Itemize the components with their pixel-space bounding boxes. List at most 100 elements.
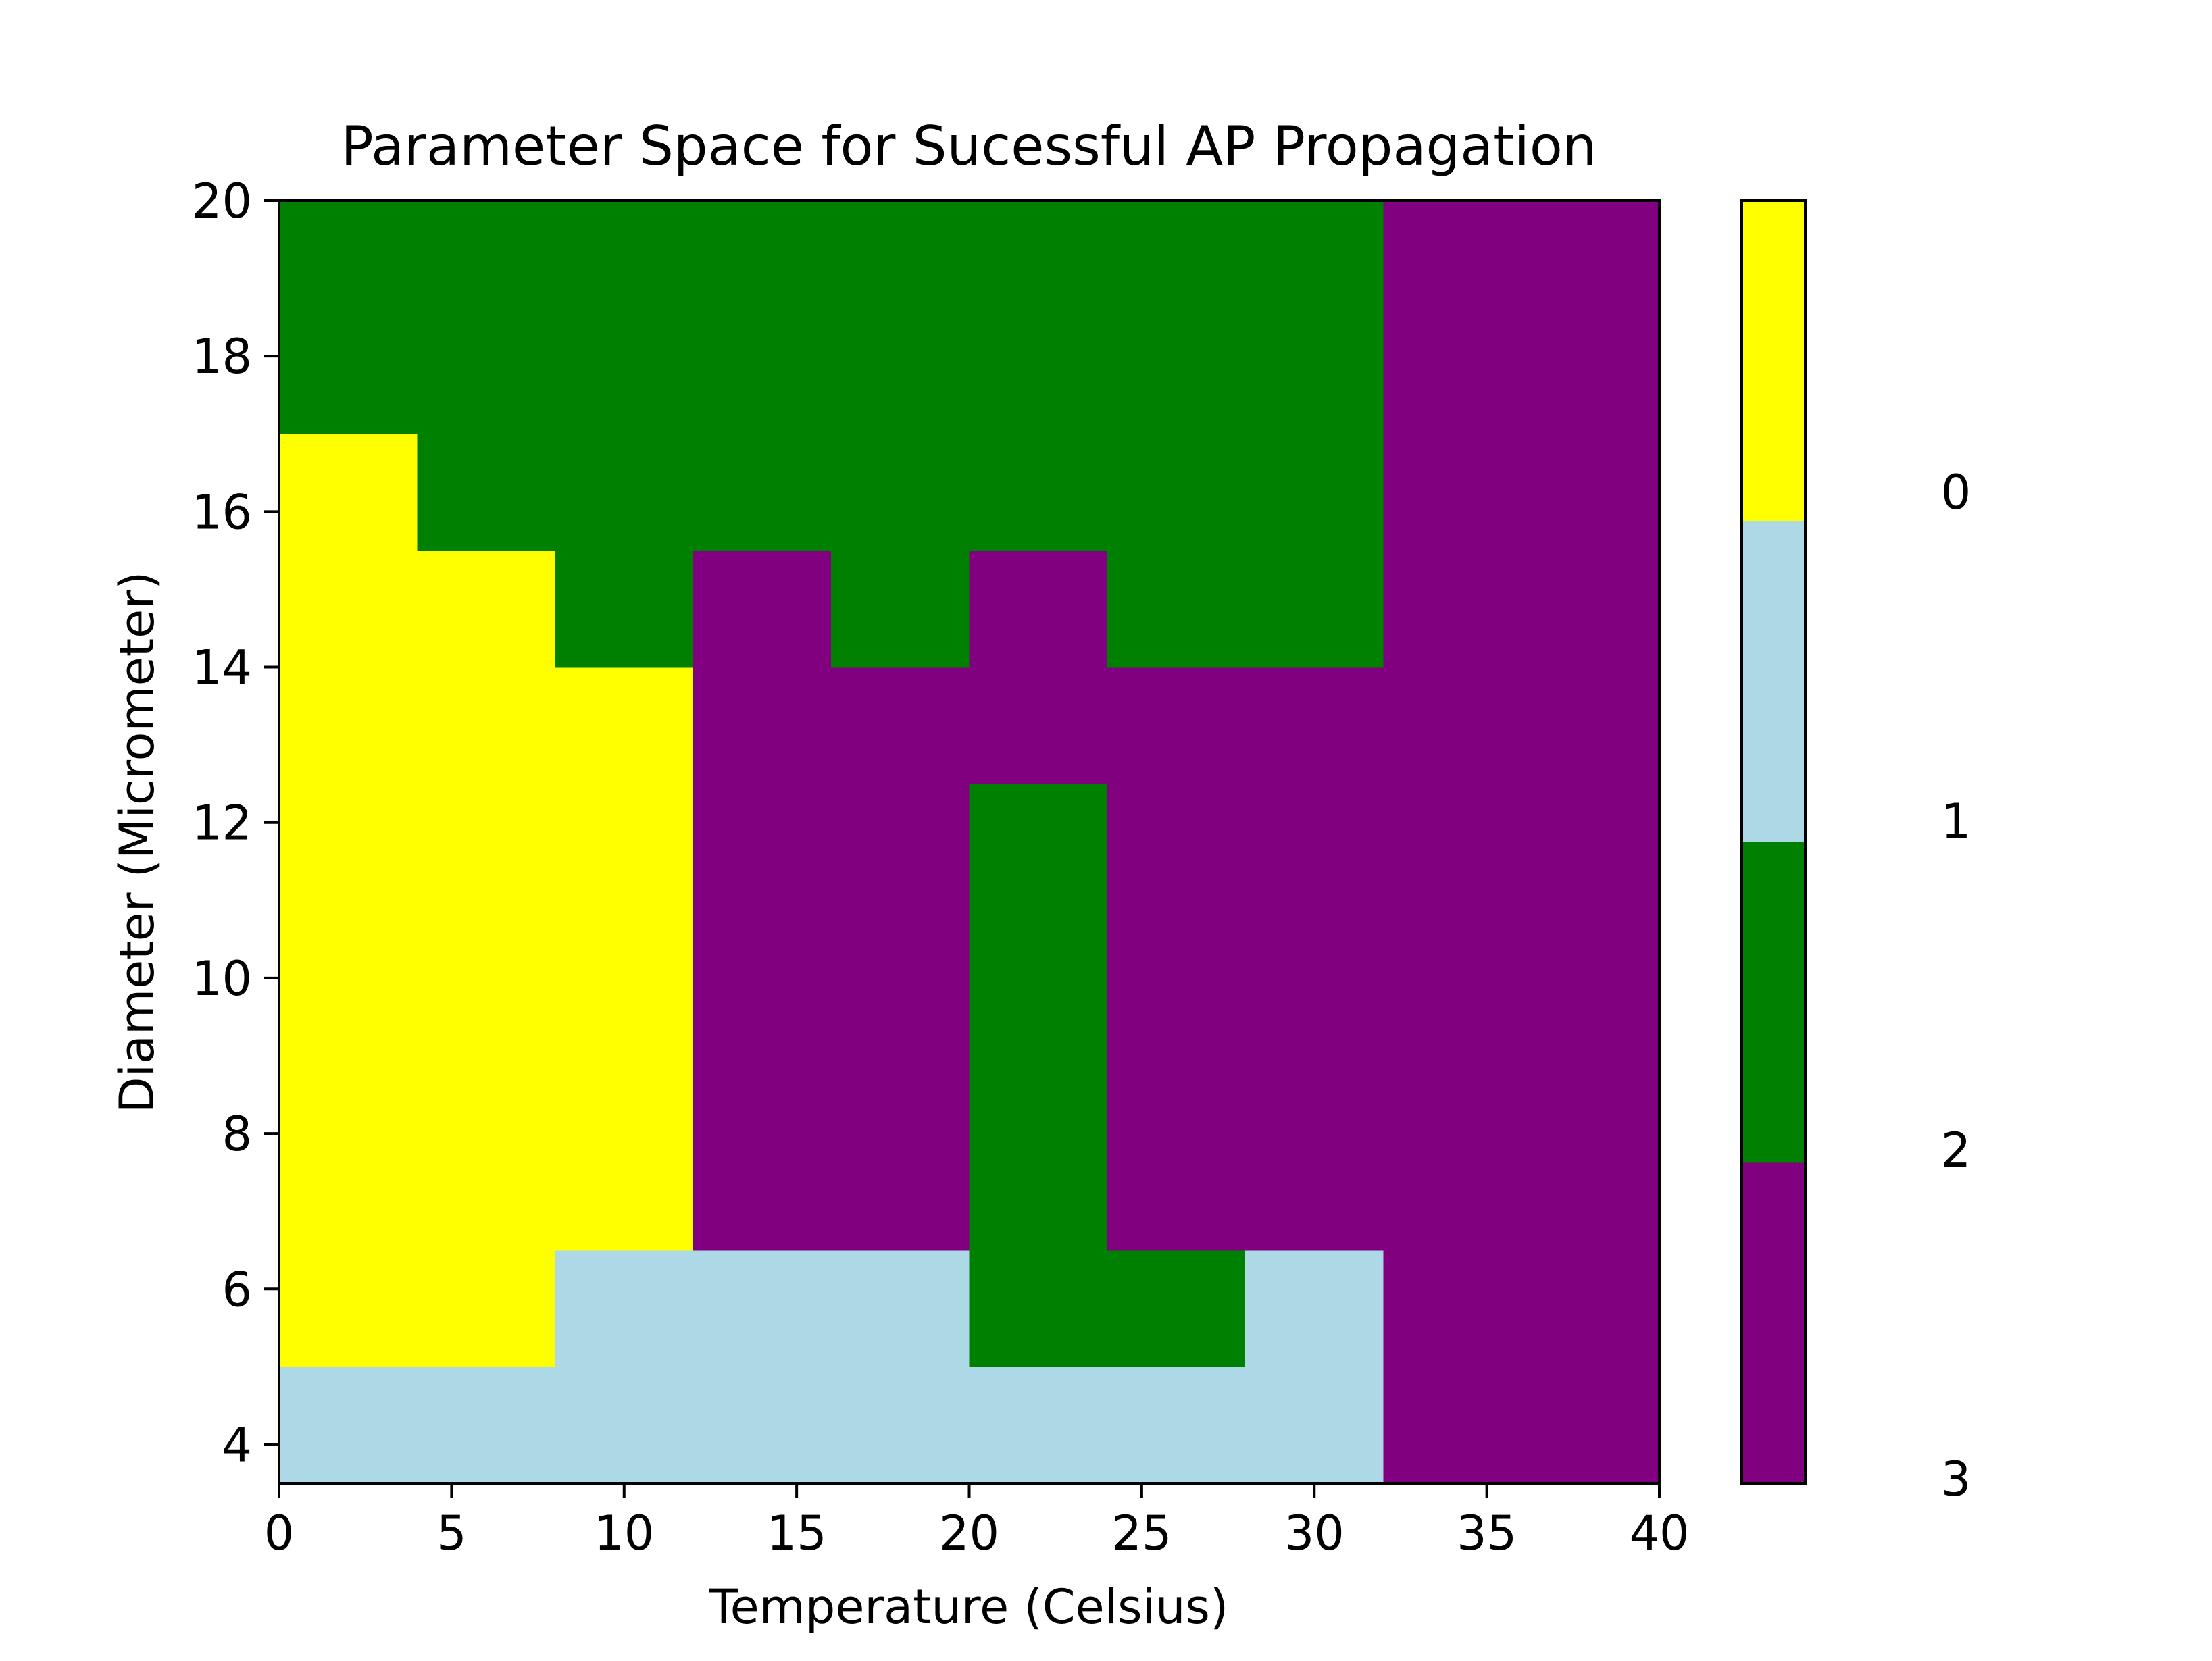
heatmap-cell (1521, 1017, 1660, 1134)
heatmap-cell (279, 1250, 418, 1368)
heatmap-cell (1383, 784, 1522, 901)
heatmap-cell (1107, 1250, 1246, 1368)
chart-title: Parameter Space for Sucessful AP Propaga… (341, 115, 1597, 178)
heatmap-cell (1245, 784, 1384, 901)
heatmap-cells (279, 201, 1660, 1484)
heatmap-cell (279, 434, 418, 551)
heatmap-cell (555, 1250, 694, 1368)
x-tick-label: 35 (1457, 1506, 1517, 1561)
heatmap-cell (1107, 550, 1246, 668)
heatmap-cell (831, 1133, 970, 1251)
heatmap-cell (693, 1133, 832, 1251)
heatmap-cell (1107, 784, 1246, 901)
x-axis-label: Temperature (Celsius) (709, 1579, 1228, 1635)
heatmap-cell (1383, 1366, 1522, 1484)
heatmap-cell (1383, 201, 1522, 318)
heatmap-cell (1383, 900, 1522, 1018)
heatmap-cell (1245, 1366, 1384, 1484)
heatmap-cell (831, 434, 970, 551)
y-tick-label: 10 (192, 951, 252, 1006)
x-tick-label: 25 (1111, 1506, 1172, 1561)
x-tick-label: 40 (1629, 1506, 1689, 1561)
heatmap-cell (969, 667, 1108, 784)
colorbar-tick-label: 3 (1941, 1452, 1971, 1507)
colorbar-segment (1742, 1162, 1805, 1484)
heatmap-cell (969, 1366, 1108, 1484)
heatmap-cell (1521, 201, 1660, 318)
y-axis-ticks: 4 6 8 10 12 14 16 18 20 (192, 174, 279, 1473)
heatmap-cell (1383, 1133, 1522, 1251)
heatmap-cell (417, 201, 556, 318)
heatmap-cell (555, 434, 694, 551)
heatmap-cell (417, 550, 556, 668)
heatmap-cell (555, 900, 694, 1018)
heatmap-cell (831, 1017, 970, 1134)
heatmap-cell (831, 784, 970, 901)
heatmap-cell (555, 667, 694, 784)
heatmap-cell (693, 1017, 832, 1134)
heatmap-cell (555, 784, 694, 901)
heatmap-cell (693, 784, 832, 901)
x-tick-label: 5 (436, 1506, 467, 1561)
colorbar-tick-label: 2 (1941, 1123, 1971, 1178)
heatmap-cell (1107, 317, 1246, 435)
heatmap-cell (555, 201, 694, 318)
heatmap-cell (1245, 434, 1384, 551)
x-tick-label: 30 (1284, 1506, 1344, 1561)
heatmap-cell (555, 1133, 694, 1251)
heatmap-cell (969, 1133, 1108, 1251)
heatmap-cell (279, 900, 418, 1018)
colorbar-segment (1742, 521, 1805, 843)
heatmap-cell (969, 784, 1108, 901)
heatmap-cell (555, 550, 694, 668)
colorbar-frame (1740, 199, 1807, 1485)
heatmap-cell (1521, 550, 1660, 668)
heatmap-cell (693, 550, 832, 668)
heatmap-cell (1107, 900, 1246, 1018)
heatmap-cell (831, 550, 970, 668)
heatmap-cell (279, 550, 418, 668)
heatmap-cell (693, 317, 832, 435)
heatmap-cell (1521, 317, 1660, 435)
heatmap-cell (1521, 1366, 1660, 1484)
heatmap-cell (555, 317, 694, 435)
heatmap-cell (1107, 434, 1246, 551)
y-tick-label: 8 (222, 1106, 252, 1162)
x-tick-label: 20 (939, 1506, 999, 1561)
heatmap-cell (1383, 434, 1522, 551)
colorbar-segment (1742, 201, 1805, 522)
heatmap-cell (693, 1250, 832, 1368)
heatmap-cell (1107, 201, 1246, 318)
heatmap-cell (831, 900, 970, 1018)
heatmap-cell (831, 317, 970, 435)
heatmap-cell (417, 434, 556, 551)
heatmap-cell (555, 1017, 694, 1134)
y-tick-label: 4 (222, 1417, 252, 1473)
heatmap-cell (1107, 667, 1246, 784)
heatmap-cell (1521, 900, 1660, 1018)
colorbar-segment (1742, 842, 1805, 1164)
heatmap-cell (1245, 1017, 1384, 1134)
heatmap-cell (969, 317, 1108, 435)
x-tick-label: 15 (767, 1506, 827, 1561)
colorbar: 0 1 2 3 (1740, 199, 1971, 1507)
y-tick-label: 20 (192, 174, 252, 229)
heatmap-cell (1521, 1133, 1660, 1251)
heatmap-cell (279, 1133, 418, 1251)
heatmap-cell (693, 900, 832, 1018)
heatmap-cell (279, 201, 418, 318)
x-axis-ticks: 0 5 10 15 20 25 30 35 40 (264, 1483, 1690, 1561)
heatmap-cell (969, 1250, 1108, 1368)
heatmap-cell (969, 900, 1108, 1018)
heatmap-cell (1107, 1133, 1246, 1251)
heatmap-cell (1521, 1250, 1660, 1368)
heatmap-cell (279, 667, 418, 784)
heatmap-cell (279, 1366, 418, 1484)
heatmap-cell (279, 784, 418, 901)
heatmap-cell (693, 667, 832, 784)
heatmap-cell (831, 201, 970, 318)
heatmap-cell (1383, 317, 1522, 435)
heatmap-cell (417, 784, 556, 901)
heatmap-cell (417, 1366, 556, 1484)
